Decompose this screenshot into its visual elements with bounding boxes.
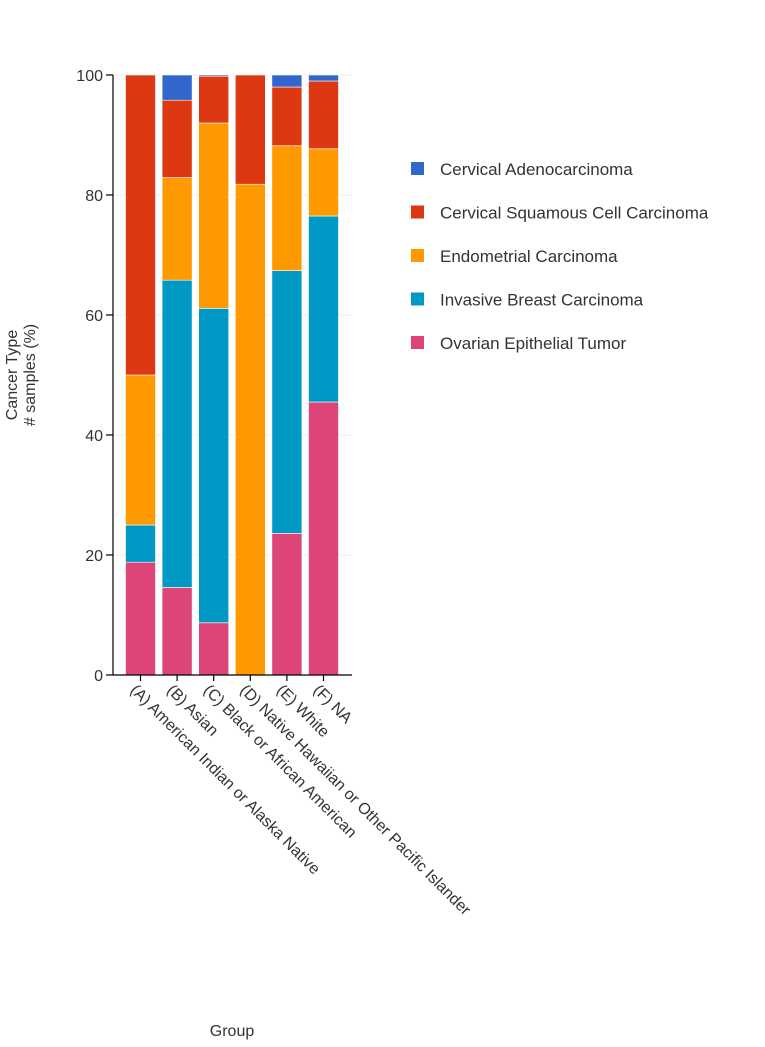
bar-segment[interactable] — [235, 183, 266, 676]
bar-segment[interactable] — [308, 401, 339, 676]
legend-swatch — [411, 249, 424, 262]
legend-label: Cervical Adenocarcinoma — [440, 160, 633, 179]
legend-swatch — [411, 162, 424, 175]
y-tick-label: 80 — [85, 188, 103, 205]
y-axis-title: Cancer Type # samples (%) — [4, 324, 39, 426]
y-tick-label: 20 — [85, 548, 103, 565]
legend-label: Ovarian Epithelial Tumor — [440, 334, 626, 353]
y-axis-title-line: # samples (%) — [22, 324, 39, 426]
bar-segment[interactable] — [308, 74, 339, 82]
bar-segment[interactable] — [198, 75, 229, 124]
bar-segment[interactable] — [125, 524, 156, 563]
bar-segment[interactable] — [198, 122, 229, 309]
bars — [125, 74, 339, 676]
x-axis: (A) American Indian or Alaska Native(B) … — [113, 674, 474, 920]
bar-segment[interactable] — [161, 74, 193, 101]
bar-segment[interactable] — [198, 74, 229, 77]
bar-segment[interactable] — [161, 279, 193, 588]
bar-segment[interactable] — [125, 374, 156, 526]
legend-item[interactable]: Endometrial Carcinoma — [411, 247, 618, 266]
legend-label: Invasive Breast Carcinoma — [440, 291, 644, 310]
bar-segment[interactable] — [125, 561, 156, 676]
y-axis-title-line: Cancer Type — [4, 330, 21, 421]
bar-segment[interactable] — [271, 86, 303, 147]
y-tick-label: 40 — [85, 428, 103, 445]
bar-segment[interactable] — [271, 533, 303, 676]
bar-segment[interactable] — [161, 587, 193, 676]
legend-item[interactable]: Invasive Breast Carcinoma — [411, 291, 644, 310]
legend-label: Endometrial Carcinoma — [440, 247, 618, 266]
legend-item[interactable]: Cervical Squamous Cell Carcinoma — [411, 204, 709, 223]
legend-swatch — [411, 205, 424, 219]
bar-segment[interactable] — [161, 99, 193, 178]
legend-item[interactable]: Cervical Adenocarcinoma — [411, 160, 633, 179]
bar-segment[interactable] — [161, 177, 193, 281]
y-axis: 0 20 40 60 80 100 — [76, 68, 114, 685]
legend-swatch — [411, 292, 424, 306]
bar-segment[interactable] — [198, 308, 229, 624]
y-tick-label: 60 — [85, 308, 103, 325]
bar-segment[interactable] — [125, 74, 156, 376]
x-axis-title: Group — [210, 1023, 255, 1040]
bar-segment[interactable] — [308, 148, 339, 217]
x-tick-label: (D) Native Hawaiian or Other Pacific Isl… — [236, 682, 474, 920]
legend-swatch — [411, 336, 424, 349]
legend-label: Cervical Squamous Cell Carcinoma — [440, 204, 709, 223]
bar-segment[interactable] — [271, 145, 303, 271]
bar-segment[interactable] — [198, 622, 229, 676]
legend: Cervical Adenocarcinoma Cervical Squamous… — [411, 160, 709, 353]
bar-segment[interactable] — [235, 74, 266, 185]
bar-segment[interactable] — [308, 215, 339, 403]
bar-segment[interactable] — [308, 80, 339, 150]
bar-segment[interactable] — [271, 270, 303, 534]
y-tick-label: 100 — [76, 68, 103, 85]
bar-segment[interactable] — [271, 74, 303, 88]
legend-item[interactable]: Ovarian Epithelial Tumor — [411, 334, 626, 353]
y-tick-label: 0 — [94, 668, 103, 685]
